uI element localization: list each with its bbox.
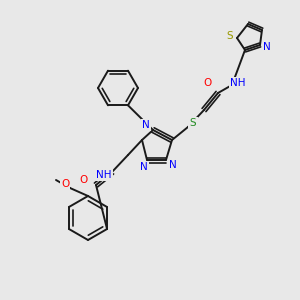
Text: N: N: [169, 160, 177, 170]
Text: S: S: [190, 118, 196, 128]
Text: N: N: [263, 42, 271, 52]
Text: N: N: [140, 162, 148, 172]
Text: NH: NH: [230, 78, 246, 88]
Text: S: S: [227, 31, 233, 41]
Text: N: N: [142, 120, 150, 130]
Text: O: O: [61, 179, 69, 189]
Text: NH: NH: [96, 170, 112, 180]
Text: O: O: [80, 175, 88, 185]
Text: O: O: [204, 78, 212, 88]
